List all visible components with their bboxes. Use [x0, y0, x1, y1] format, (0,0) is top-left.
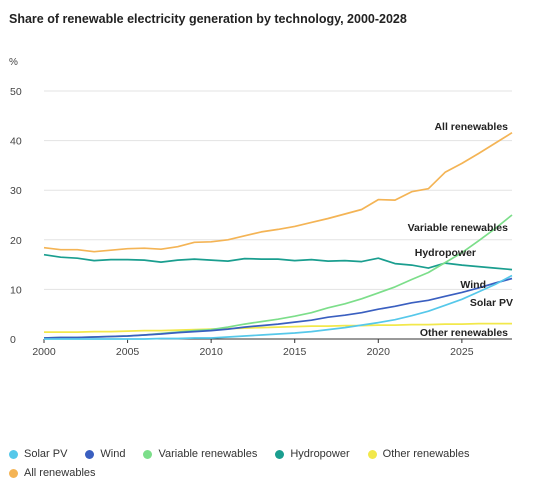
legend-item[interactable]: Hydropower: [275, 448, 350, 460]
legend-label: Wind: [100, 448, 126, 460]
legend-label: Other renewables: [382, 448, 470, 460]
legend-label: Solar PV: [24, 448, 68, 460]
legend-label: All renewables: [24, 467, 96, 479]
legend-item[interactable]: All renewables: [9, 467, 96, 479]
y-tick-label: 30: [10, 185, 22, 197]
y-tick-label: 10: [10, 284, 22, 296]
legend-swatch: [275, 449, 285, 459]
y-tick-label: 50: [10, 86, 22, 98]
line-chart-plot: 0 10 20 30 40 50 2000 2005 2010 2015 2020 2025 Solar…: [10, 86, 513, 358]
legend-label: Variable renewables: [158, 448, 258, 460]
legend-swatch: [143, 449, 153, 459]
legend-swatch: [9, 449, 18, 459]
series-line-other-renewables: [44, 322, 512, 333]
legend-item[interactable]: Other renewables: [367, 448, 470, 460]
series-line-all-renewables: [43, 131, 513, 253]
series-line-solar-pv: [44, 274, 513, 340]
legend-swatch: [85, 449, 95, 459]
y-tick-label: 20: [10, 235, 22, 247]
legend-item[interactable]: Wind: [85, 448, 125, 460]
series-label-wind: Wind: [460, 279, 486, 291]
y-tick-label: 0: [10, 334, 16, 346]
y-unit-label: %: [9, 57, 18, 68]
legend-item[interactable]: Solar PV: [9, 448, 67, 460]
series-line-wind: [43, 277, 513, 339]
x-tick-label: 2010: [199, 346, 223, 358]
series-line-hydropower: [43, 253, 513, 271]
legend-swatch: [9, 468, 18, 478]
x-tick-label: 2000: [32, 346, 56, 358]
series-label-other-renewables: Other renewables: [420, 327, 508, 339]
x-tick-label: 2015: [283, 346, 307, 358]
series-label-hydropower: Hydropower: [415, 247, 476, 259]
series-label-all-renewables: All renewables: [434, 121, 508, 133]
series-label-variable-renewables: Variable renewables: [408, 222, 509, 234]
legend-label: Hydropower: [290, 448, 350, 460]
chart-legend: Solar PV Wind Variable renewables Hydropowe…: [9, 448, 539, 486]
x-tick-label: 2005: [116, 346, 140, 358]
chart-title: Share of renewable electricity generatio…: [9, 12, 407, 26]
legend-swatch: [367, 449, 377, 459]
x-tick-label: 2025: [450, 346, 474, 358]
y-tick-label: 40: [10, 136, 22, 148]
series-label-solar-pv: Solar PV: [470, 297, 513, 309]
x-tick-label: 2020: [367, 346, 391, 358]
legend-item[interactable]: Variable renewables: [143, 448, 257, 460]
